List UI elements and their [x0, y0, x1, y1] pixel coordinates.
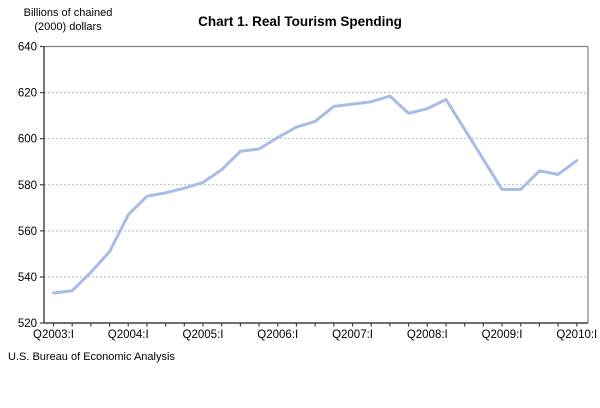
source-note: U.S. Bureau of Economic Analysis: [8, 351, 175, 363]
chart-title: Chart 1. Real Tourism Spending: [198, 14, 402, 29]
x-tick-label: Q2003:I: [33, 329, 74, 341]
tourism-spending-line: [52, 94, 579, 295]
x-tick-label: Q2008:I: [407, 329, 448, 341]
y-tick-label: 540: [18, 272, 37, 284]
y-axis-unit-line2: (2000) dollars: [34, 21, 102, 33]
y-axis-unit-label: Billions of chained (2000) dollars: [8, 6, 128, 34]
x-tick-label: Q2009:I: [482, 329, 523, 341]
y-tick-label: 620: [18, 88, 37, 100]
x-tick-label: Q2004:I: [108, 329, 149, 341]
y-tick-label: 600: [18, 134, 37, 146]
x-tick-label: Q2010:I: [556, 329, 597, 341]
x-tick-label: Q2005:I: [183, 329, 224, 341]
y-tick-label: 560: [18, 226, 37, 238]
x-tick-label: Q2007:I: [332, 329, 373, 341]
y-axis-unit-line1: Billions of chained: [23, 7, 113, 19]
y-tick-label: 580: [18, 180, 37, 192]
y-tick-label: 520: [18, 318, 37, 330]
x-tick-label: Q2006:I: [257, 329, 298, 341]
y-tick-label: 640: [18, 42, 37, 54]
